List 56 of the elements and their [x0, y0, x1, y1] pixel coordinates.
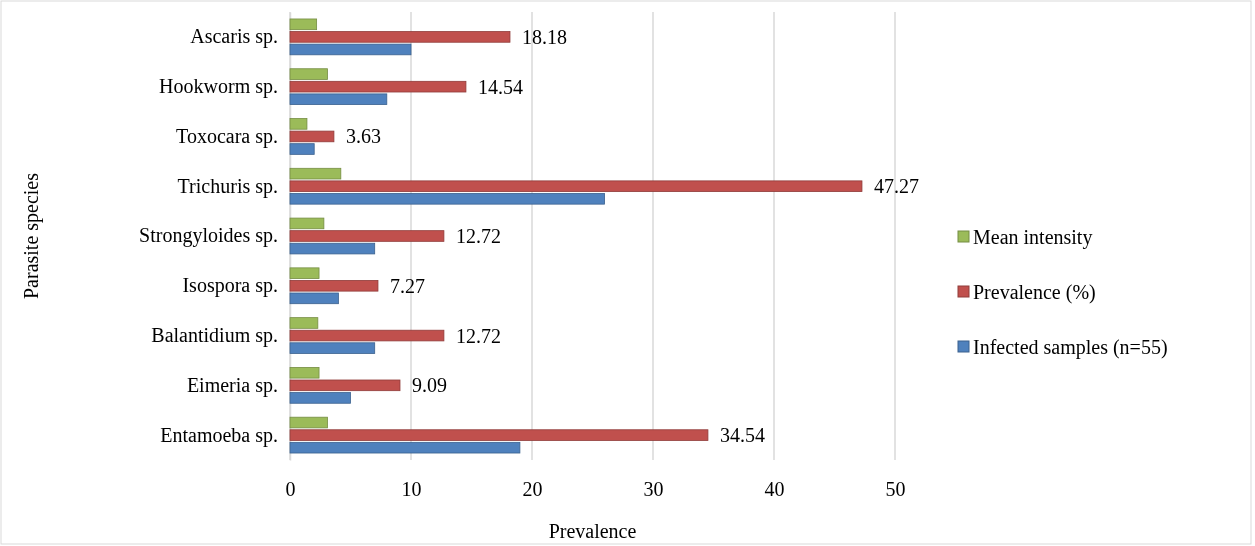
y-tick-label: Ascaris sp.: [190, 25, 278, 49]
x-tick-label: 10: [401, 478, 422, 501]
bar: [289, 379, 401, 392]
bar: [289, 93, 388, 105]
bar: [289, 43, 412, 56]
y-tick-label: Hookworm sp.: [159, 75, 278, 99]
bar: [289, 242, 376, 255]
data-label: 14.54: [477, 75, 523, 98]
bar: [289, 329, 445, 342]
x-tick-label: 0: [285, 478, 296, 501]
bar: [289, 118, 308, 130]
bar: [289, 441, 521, 454]
bar: [289, 267, 320, 279]
bar: [289, 80, 467, 93]
data-label: 7.27: [389, 274, 425, 297]
y-tick-label: Entamoeba sp.: [160, 423, 278, 447]
bar: [289, 416, 328, 429]
bar: [289, 280, 379, 292]
bar: [289, 292, 339, 305]
bar: [289, 31, 511, 43]
bar: [289, 367, 320, 379]
data-label: 9.09: [411, 374, 447, 397]
y-axis-title: Parasite species: [20, 172, 43, 300]
y-tick-label: Balantidium sp.: [151, 323, 278, 347]
data-label: 3.63: [345, 125, 381, 148]
data-label: 12.72: [455, 324, 501, 347]
bar: [289, 342, 376, 354]
bar: [289, 68, 328, 80]
x-tick-label: 50: [885, 478, 906, 501]
bar: [289, 217, 325, 230]
x-tick-label: 20: [522, 478, 543, 501]
legend-label: Mean intensity: [973, 226, 1093, 249]
bar: [289, 392, 351, 404]
data-label: 47.27: [873, 175, 919, 198]
bar: [289, 167, 342, 180]
bar: [289, 143, 315, 155]
x-tick-label: 30: [643, 478, 664, 501]
bar: [289, 18, 318, 31]
y-tick-label: Trichuris sp.: [177, 174, 278, 198]
x-axis-title: Prevalence: [548, 520, 637, 542]
y-tick-label: Strongyloides sp.: [139, 224, 278, 248]
y-tick-label: Toxocara sp.: [176, 124, 278, 148]
y-tick-label: Isospora sp.: [182, 274, 278, 298]
bar: [289, 193, 605, 205]
data-label: 12.72: [455, 225, 501, 247]
bar: [289, 230, 445, 242]
data-label: 18.18: [521, 25, 567, 48]
bar: [289, 429, 709, 441]
legend-label: Prevalence (%): [973, 281, 1096, 304]
x-tick-label: 40: [764, 478, 785, 501]
legend-label: Infected samples (n=55): [973, 336, 1168, 359]
y-tick-label: Eimeria sp.: [186, 373, 278, 397]
bar: [289, 317, 319, 329]
bar: [289, 130, 335, 143]
data-label: 34.54: [719, 424, 765, 447]
bar: [289, 180, 863, 192]
